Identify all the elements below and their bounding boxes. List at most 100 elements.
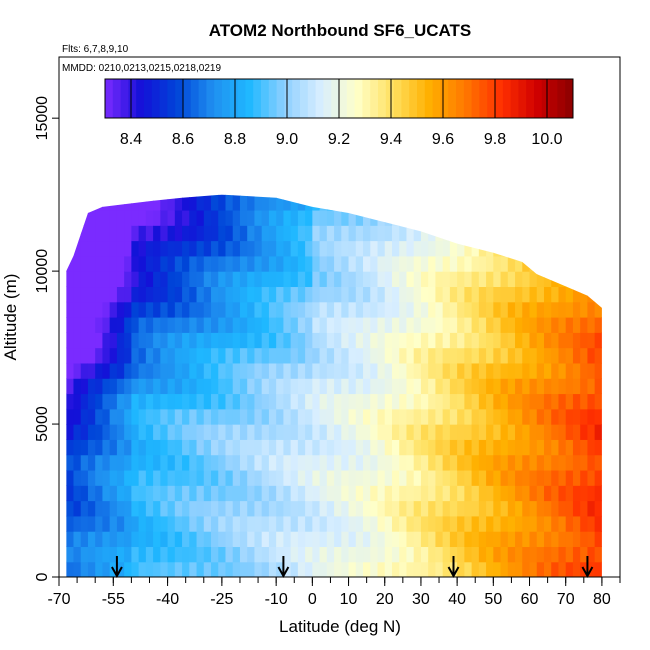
heatmap-cell-127 (102, 408, 111, 425)
heatmap-cell-193 (124, 546, 132, 563)
heatmap-field (66, 194, 602, 577)
heatmap-cell-776 (290, 424, 299, 440)
heatmap-cell-418 (189, 546, 198, 563)
heatmap-cell-1124 (391, 332, 400, 349)
heatmap-cell-1345 (464, 454, 473, 471)
heatmap-cell-410 (182, 286, 190, 303)
heatmap-cell-1033 (363, 255, 371, 272)
heatmap-cell-76 (87, 439, 96, 456)
heatmap-cell-1397 (478, 332, 487, 349)
heatmap-cell-1125 (391, 317, 400, 333)
heatmap-cell-299 (153, 454, 161, 471)
heatmap-cell-514 (211, 225, 219, 242)
heatmap-cell-921 (334, 500, 342, 517)
heatmap-cell-1308 (449, 347, 458, 364)
heatmap-cell-548 (225, 469, 234, 486)
heatmap-cell-1088 (384, 515, 393, 532)
heatmap-cell-1315 (449, 240, 458, 257)
heatmap-cell-990 (355, 546, 364, 563)
flights-label: Flts: 6,7,8,9,10 (62, 44, 129, 55)
heatmap-cell-888 (319, 240, 328, 257)
heatmap-cell-1482 (507, 378, 516, 395)
heatmap-cell-53 (80, 424, 89, 440)
heatmap-cell-974 (348, 424, 357, 440)
heatmap-cell-759 (283, 301, 292, 318)
heatmap-cell-159 (109, 301, 118, 318)
heatmap-cell-664 (254, 225, 263, 242)
heatmap-cell-1525 (522, 362, 531, 379)
heatmap-cell-20 (66, 255, 75, 272)
heatmap-cell-1389 (478, 454, 487, 471)
heatmap-cell-679 (261, 378, 270, 395)
colorbar-segment-4 (136, 79, 145, 118)
heatmap-cell-488 (203, 240, 212, 257)
heatmap-cell-1350 (464, 378, 473, 395)
heatmap-cell-325 (160, 439, 169, 456)
heatmap-cell-646 (254, 500, 263, 517)
heatmap-cell-484 (203, 301, 212, 318)
heatmap-cell-946 (341, 485, 350, 502)
heatmap-cell-631 (247, 347, 256, 364)
heatmap-cell-1665 (572, 378, 581, 395)
heatmap-cell-1215 (420, 362, 429, 379)
heatmap-cell-637 (247, 255, 256, 272)
heatmap-cell-1544 (529, 393, 538, 410)
heatmap-cell-1673 (580, 546, 589, 563)
heatmap-cell-63 (80, 271, 89, 288)
heatmap-cell-724 (276, 454, 284, 471)
heatmap-cell-27 (73, 469, 82, 486)
heatmap-cell-26 (73, 485, 82, 502)
heatmap-cell-62 (80, 286, 89, 303)
heatmap-cell-390 (174, 209, 183, 226)
heatmap-cell-727 (276, 408, 284, 425)
heatmap-cell-117 (102, 561, 111, 577)
heatmap-cell-170 (116, 515, 125, 532)
heatmap-cell-201 (124, 424, 132, 440)
heatmap-cell-1049 (370, 378, 379, 395)
heatmap-cell-616 (239, 194, 248, 211)
heatmap-cell-599 (239, 454, 248, 471)
colorbar-segment-24 (292, 79, 301, 118)
heatmap-cell-437 (189, 255, 198, 272)
heatmap-cell-1326 (457, 408, 465, 425)
heatmap-cell-1321 (457, 485, 465, 502)
heatmap-cell-1475 (507, 485, 516, 502)
heatmap-cell-512 (211, 255, 219, 272)
heatmap-cell-986 (348, 240, 357, 257)
heatmap-cell-6 (66, 469, 75, 486)
heatmap-cell-996 (355, 454, 364, 471)
y-tick-label-2: 10000 (34, 249, 51, 294)
heatmap-cell-97 (95, 485, 104, 502)
heatmap-cell-95 (95, 515, 104, 532)
heatmap-cell-22 (73, 546, 82, 563)
heatmap-cell-14 (66, 347, 75, 364)
heatmap-cell-945 (341, 500, 350, 517)
heatmap-cell-1543 (529, 408, 538, 425)
heatmap-cell-359 (167, 301, 176, 318)
heatmap-cell-760 (283, 286, 292, 303)
heatmap-cell-1528 (522, 317, 531, 333)
heatmap-cell-475 (203, 439, 212, 456)
heatmap-cell-241 (131, 194, 140, 211)
heatmap-cell-1485 (507, 332, 516, 349)
heatmap-cell-951 (341, 408, 350, 425)
heatmap-cell-1446 (493, 255, 502, 272)
heatmap-cell-1596 (551, 531, 560, 548)
heatmap-cell-768 (290, 546, 299, 563)
heatmap-cell-1050 (370, 362, 379, 379)
heatmap-cell-937 (334, 255, 342, 272)
heatmap-cell-41 (73, 255, 82, 272)
heatmap-cell-1653 (572, 561, 581, 577)
heatmap-cell-433 (189, 317, 198, 333)
heatmap-cell-1515 (522, 515, 531, 532)
heatmap-cell-1134 (399, 546, 408, 563)
heatmap-cell-606 (239, 347, 248, 364)
x-tick-label-10: 50 (484, 591, 502, 608)
colorbar-segment-55 (534, 79, 543, 118)
heatmap-cell-894 (326, 531, 335, 548)
heatmap-cell-86 (87, 286, 96, 303)
heatmap-cell-69 (87, 546, 96, 563)
heatmap-cell-698 (268, 469, 277, 486)
heatmap-cell-504 (211, 378, 219, 395)
heatmap-cell-615 (239, 209, 248, 226)
